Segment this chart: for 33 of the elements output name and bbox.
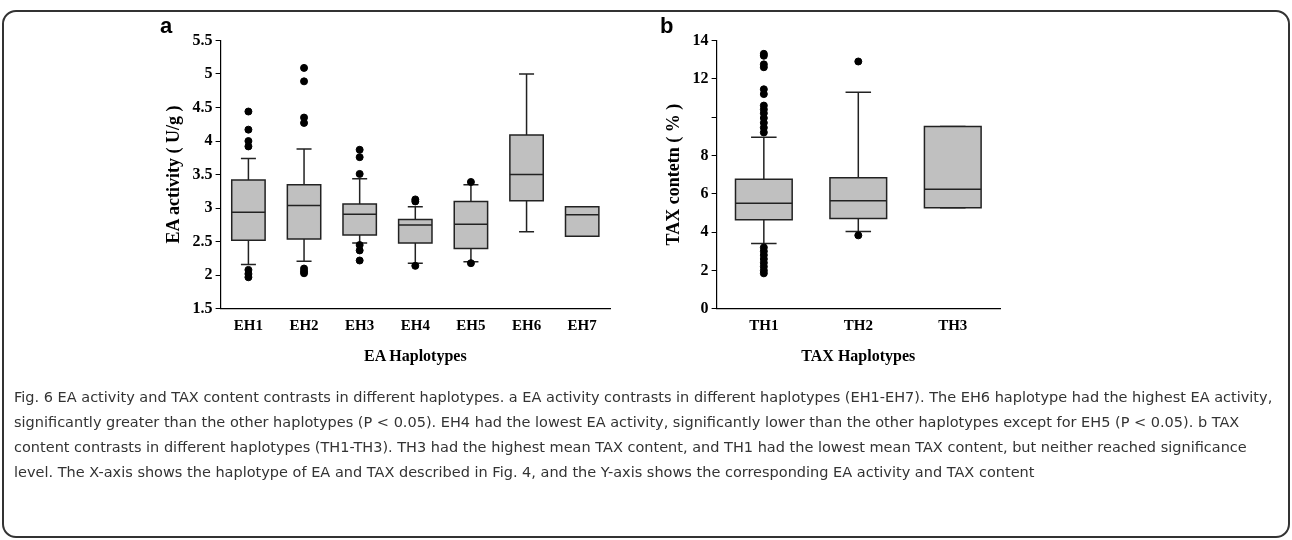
x-tick-label: EH1: [233, 316, 264, 333]
y-tick-label: 4.5: [192, 97, 213, 115]
x-tick-label: EH5: [456, 316, 486, 333]
x-tick-label: EH6: [511, 316, 542, 333]
y-tick-label: 5.5: [192, 30, 213, 48]
x-axis-title: EA Haplotypes: [363, 346, 467, 365]
y-tick-label: 2: [700, 260, 709, 278]
y-tick-label: 2.5: [192, 231, 213, 249]
chart-title: a: [160, 13, 173, 39]
y-tick-label: 6: [700, 183, 709, 201]
y-tick-label: 0: [700, 298, 709, 316]
x-tick-label: EH2: [289, 316, 319, 333]
x-tick-label: TH2: [843, 316, 873, 333]
y-tick-label: 4: [700, 222, 709, 240]
y-tick-label: 5: [204, 64, 213, 82]
x-tick-label: TH1: [749, 316, 779, 333]
y-axis-title: EA activity ( U/g ): [163, 105, 185, 244]
y-tick-label: 1.5: [192, 298, 213, 316]
y-tick-label: 8: [700, 145, 709, 163]
x-tick-label: EH3: [345, 316, 375, 333]
x-axis-title: TAX Haplotypes: [801, 346, 916, 365]
y-tick-label: 3.5: [192, 164, 213, 182]
x-tick-label: TH3: [938, 316, 968, 333]
y-tick-label: 12: [692, 68, 709, 86]
x-tick-label: EH7: [567, 316, 598, 333]
x-tick-label: EH4: [400, 316, 431, 333]
y-tick-label: 4: [204, 131, 213, 149]
y-tick-label: 14: [692, 30, 709, 48]
chart-title: b: [660, 13, 674, 39]
y-tick-label: 3: [204, 198, 213, 216]
y-axis-title: TAX contetn ( % ): [663, 103, 685, 246]
caption: Fig. 6 EA activity and TAX content contrasts in different haplotypes. a EA activity contrasts in different haplotypes (EH1-EH7). The EH6 haplotype had the highest EA activity, significantly greater than the other haplotypes (P < 0.05). EH4 had the lowest EA activity, significantly lower than the other haplotypes except for EH5 (P < 0.05). b TAX content contrasts in different haplotypes (TH1-TH3). TH3 had the highest mean TAX content, and TH1 had the lowest mean TAX content, but neither reached significance level. The X-axis shows the haplotype of EA and TAX described in Fig. 4, and the Y-axis shows the corresponding EA activity and TAX content: [14, 388, 1274, 482]
y-tick-label: 2: [204, 265, 213, 283]
